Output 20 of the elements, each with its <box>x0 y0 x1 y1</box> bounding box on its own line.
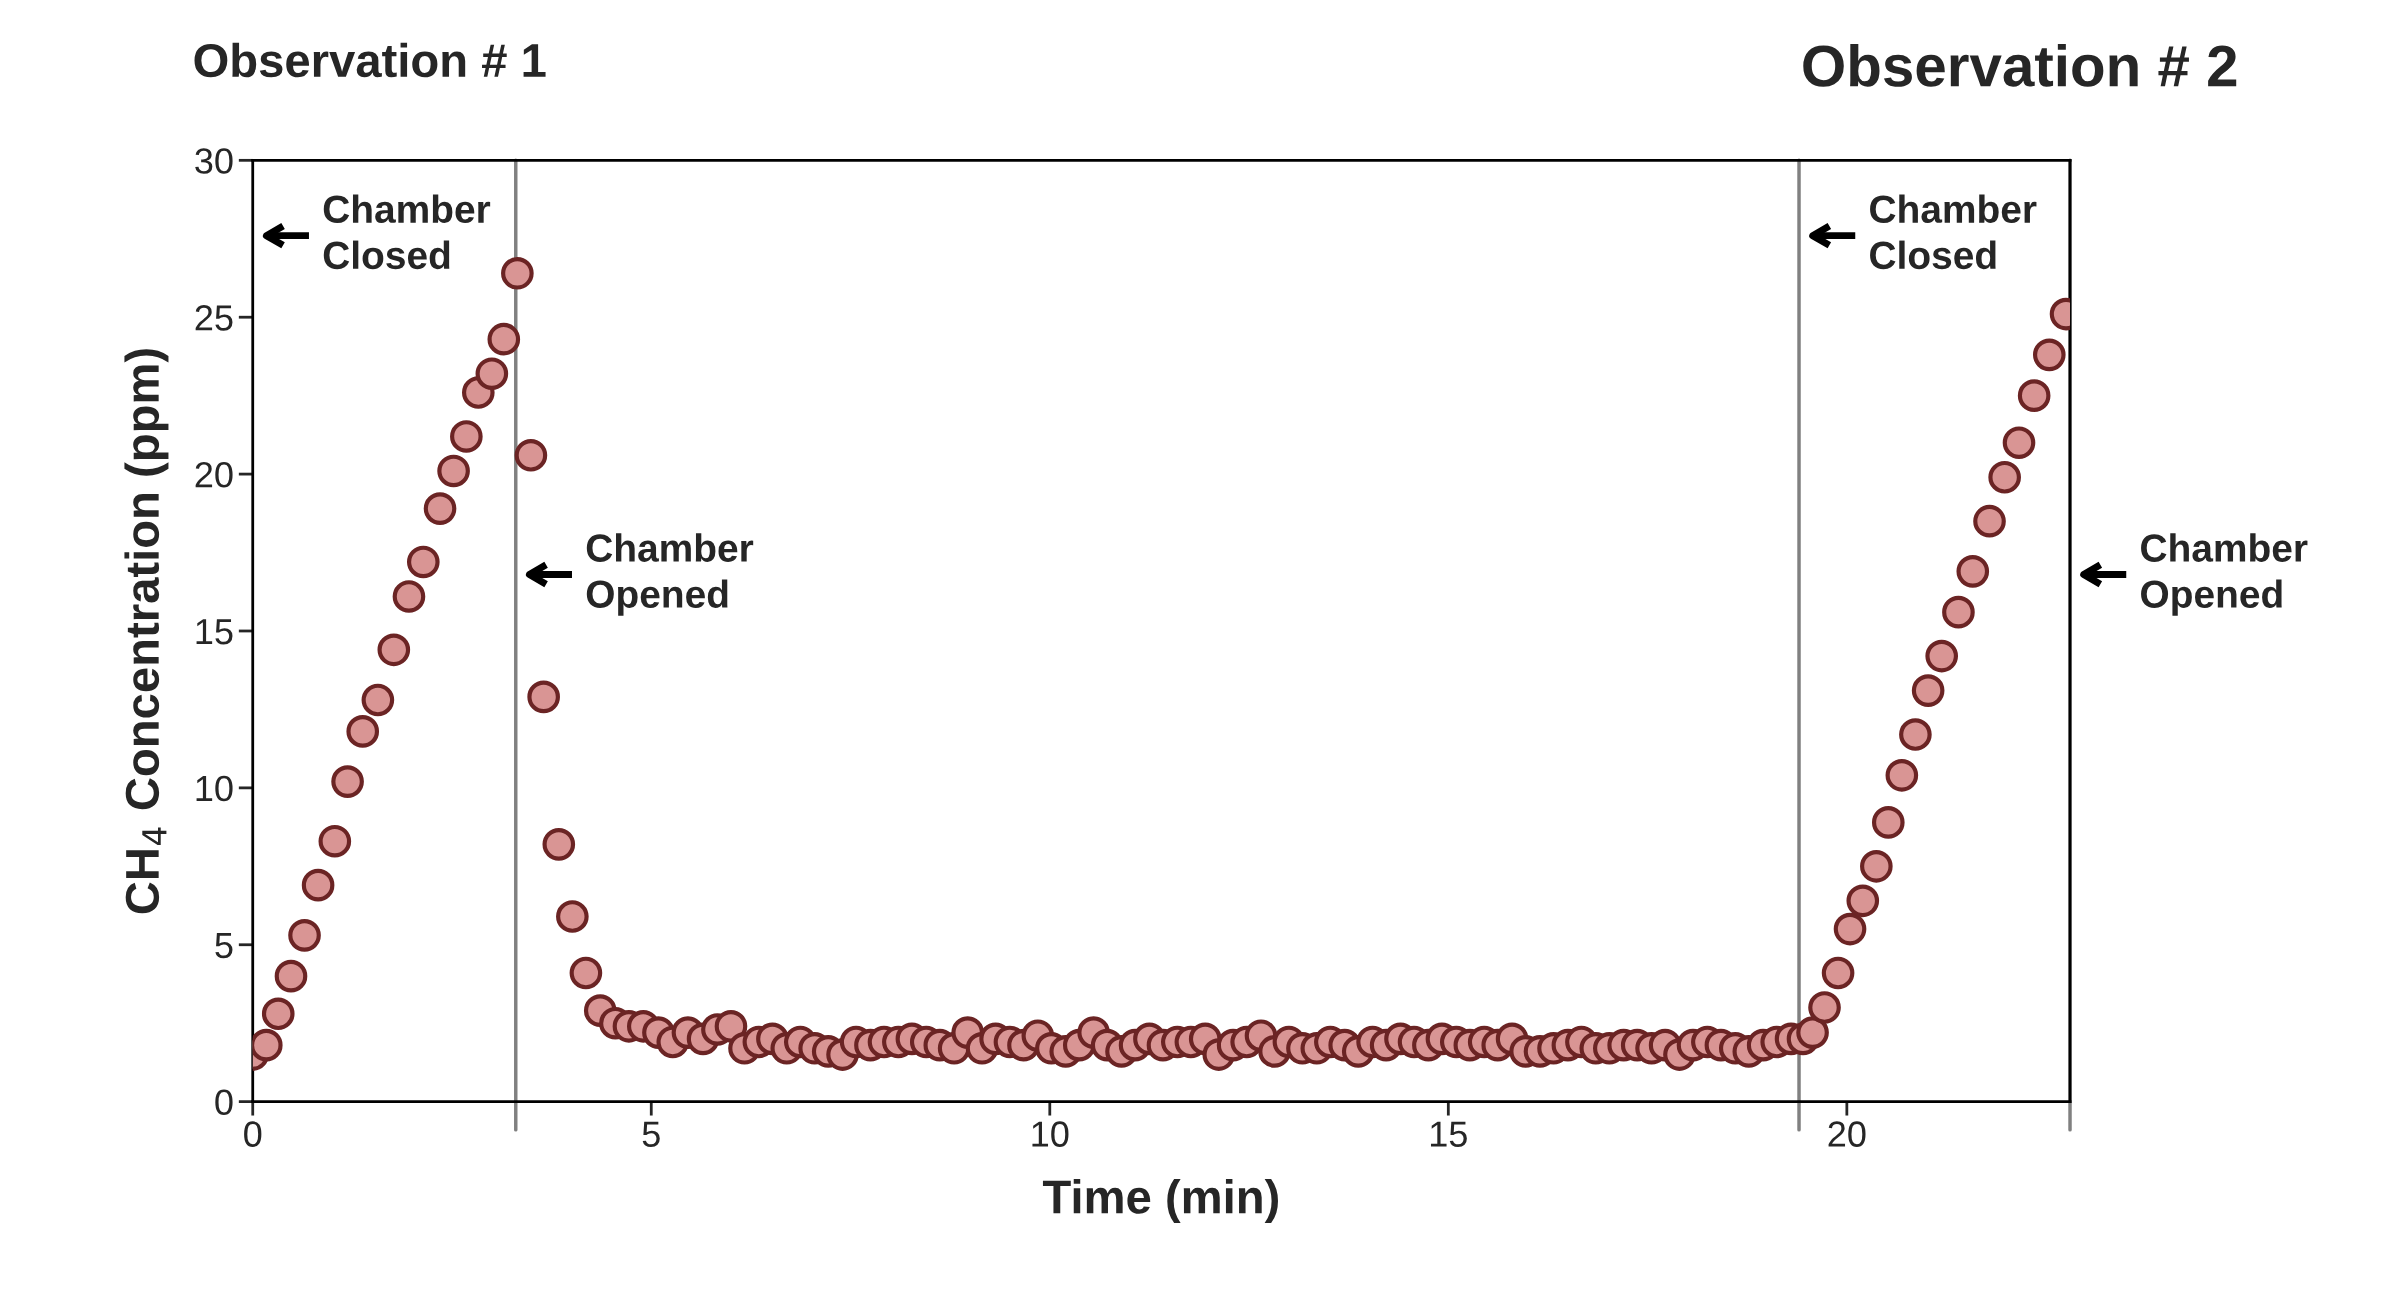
x-tick-label: 5 <box>642 1121 660 1147</box>
text: Observation # 1 <box>194 42 546 78</box>
y-tick-label: 30 <box>195 148 233 174</box>
x-tick-label: 20 <box>1828 1121 1866 1147</box>
y-axis-title: CH$_{4}$ Concentration (ppm) <box>124 349 169 914</box>
y-tick-label: 25 <box>195 305 233 331</box>
y-tick-label: 10 <box>196 775 233 802</box>
annotation: Chamber Closed <box>1870 194 2037 270</box>
y-tick-label: 0 <box>215 1089 233 1116</box>
annotation: Chamber Opened <box>586 533 754 616</box>
y-tick-label: 20 <box>195 461 233 488</box>
x-tick-label: 10 <box>1032 1121 1069 1147</box>
x-axis-title: Time (min) <box>1042 1179 1278 1224</box>
x-tick-label: 15 <box>1430 1121 1467 1147</box>
y-tick-label: 15 <box>196 619 233 645</box>
annotation: Chamber Closed <box>323 194 491 270</box>
text: Observation # 2 <box>1803 43 2237 87</box>
y-tick-label: 5 <box>215 932 233 959</box>
text: Chamber Opened <box>2141 533 2308 616</box>
x-tick-label: 0 <box>244 1121 262 1147</box>
